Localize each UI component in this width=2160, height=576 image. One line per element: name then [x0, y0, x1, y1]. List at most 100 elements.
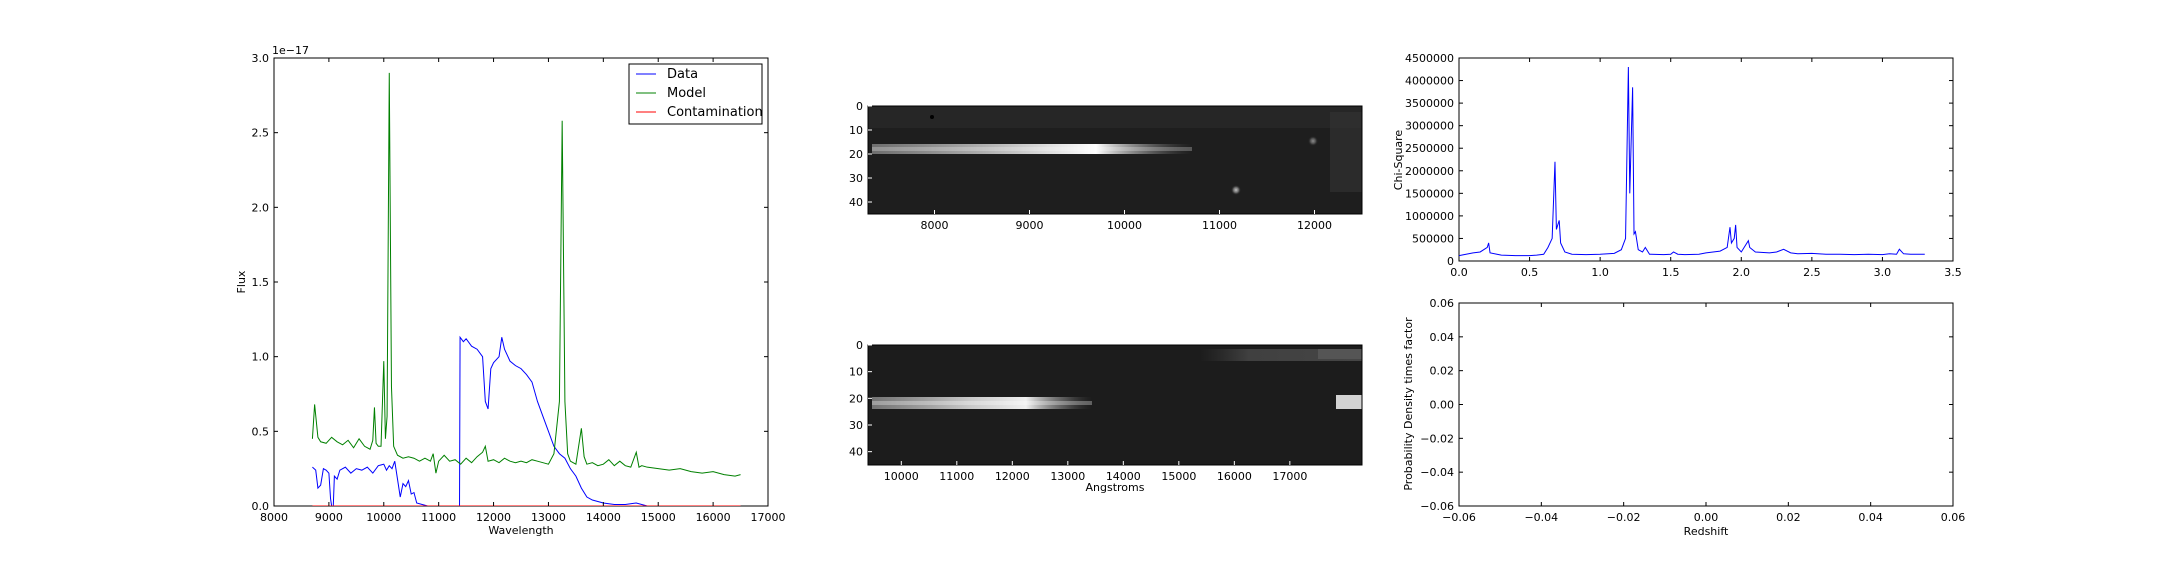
probability-density-plot-ytick-label: 0.06 [1430, 297, 1455, 310]
spectrum-image-bottom-xtick-label: 14000 [1106, 470, 1141, 483]
chi-square-plot-xtick-label: 2.0 [1733, 266, 1751, 279]
chi-square-plot-xtick-label: 3.0 [1874, 266, 1892, 279]
spectrum-image-top-trace [872, 144, 1192, 154]
spectrum-image-bottom-xtick-label: 10000 [884, 470, 919, 483]
spectrum-plot-xtick-label: 16000 [696, 511, 731, 524]
chi-square-plot-xtick-label: 2.5 [1803, 266, 1821, 279]
spectrum-plot-xtick-label: 8000 [260, 511, 288, 524]
chi-square-plot-xtick-label: 1.5 [1662, 266, 1680, 279]
spectrum-image-top-source [1308, 136, 1318, 146]
spectrum-plot-xtick-label: 17000 [751, 511, 786, 524]
spectrum-image-top-ytick-label: 40 [849, 196, 863, 209]
chi-square-plot-axes: 0.0 0.5 1.0 1.5 2.0 2.5 3.0 3.5 0 500000 1000000 15… [1405, 52, 1962, 279]
spectrum-image-top-edge [1330, 112, 1362, 192]
spectrum-plot-series-data [312, 335, 741, 506]
spectrum-plot-offset-text: 1e−17 [272, 44, 309, 57]
spectrum-plot-ytick-label: 1.5 [252, 276, 270, 289]
chi-square-plot-ylabel: Chi-Square [1392, 130, 1405, 191]
spectrum-image-top-ytick-label: 10 [849, 124, 863, 137]
legend-label-contamination: Contamination [667, 105, 763, 120]
spectrum-image-bottom-ytick-label: 0 [856, 339, 863, 352]
spectrum-image-top-xtick-label: 8000 [921, 219, 949, 232]
spectrum-plot-ytick-label: 3.0 [252, 52, 270, 65]
spectrum-image-bottom-frame [867, 344, 1363, 466]
spectrum-plot-legend: Data Model Contamination [628, 63, 763, 125]
spectrum-image-top-axes: 8000 9000 10000 11000 12000 0 10 20 30 40 [849, 100, 1332, 232]
chi-square-plot: 0.0 0.5 1.0 1.5 2.0 2.5 3.0 3.5 0 500000 1000000 15… [1392, 52, 1962, 279]
spectrum-image-bottom-xtick-label: 11000 [939, 470, 974, 483]
spectrum-image-bottom-xtick-label: 12000 [995, 470, 1030, 483]
chi-square-plot-xtick-label: 3.5 [1944, 266, 1962, 279]
legend-label-model: Model [667, 86, 706, 101]
spectrum-plot-series-model [311, 72, 741, 477]
spectrum-image-bottom-xtick-label: 13000 [1050, 470, 1085, 483]
probability-density-plot-ylabel: Probability Density times factor [1402, 317, 1415, 491]
spectrum-image-top-ytick-label: 20 [849, 148, 863, 161]
probability-density-plot-xtick-label: 0.02 [1776, 511, 1801, 524]
spectrum-image-bottom-ytick-label: 20 [849, 392, 863, 405]
legend-label-data: Data [667, 67, 698, 82]
spectrum-plot-ytick-label: 2.0 [252, 201, 270, 214]
probability-density-plot-xtick-label: −0.04 [1524, 511, 1558, 524]
chi-square-plot-ytick-label: 2500000 [1405, 142, 1454, 155]
spectrum-plot-ytick-label: 1.0 [252, 351, 270, 364]
probability-density-plot-xlabel: Redshift [1684, 525, 1729, 538]
spectrum-image-bottom-xtick-label: 17000 [1272, 470, 1307, 483]
chi-square-plot-xtick-label: 0.0 [1450, 266, 1468, 279]
spectrum-image-top-ytick-label: 30 [849, 172, 863, 185]
probability-density-plot-ytick-label: 0.02 [1430, 365, 1455, 378]
spectrum-image-bottom-contaminant-end [1318, 349, 1362, 359]
probability-density-plot-axes: −0.06 −0.04 −0.02 0.00 0.02 0.04 0.06 −0.06 −0.0… [1420, 297, 1965, 524]
probability-density-plot-ytick-label: −0.04 [1420, 466, 1454, 479]
spectrum-image-bottom-trace [872, 397, 1092, 409]
spectrum-plot-xtick-label: 14000 [586, 511, 621, 524]
probability-density-plot-ytick-label: −0.06 [1420, 500, 1454, 513]
spectrum-image-bottom-axes: 10000 11000 12000 13000 14000 15000 16000 17000… [849, 339, 1307, 483]
chi-square-plot-ytick-label: 3500000 [1405, 97, 1454, 110]
spectrum-image-top: 8000 9000 10000 11000 12000 0 10 20 30 40 [849, 100, 1363, 232]
spectrum-image-top-band [868, 106, 1362, 128]
probability-density-plot-xtick-label: 0.06 [1941, 511, 1966, 524]
spectrum-image-bottom: 10000 11000 12000 13000 14000 15000 16000 17000… [849, 339, 1363, 494]
spectrum-image-bottom-trace-core [872, 401, 1092, 405]
probability-density-plot-xtick-label: 0.04 [1858, 511, 1883, 524]
chi-square-plot-ytick-label: 2000000 [1405, 165, 1454, 178]
chi-square-plot-ytick-label: 4500000 [1405, 52, 1454, 65]
probability-density-plot-ytick-label: 0.00 [1430, 399, 1455, 412]
spectrum-plot-xtick-label: 10000 [366, 511, 401, 524]
spectrum-plot-ytick-label: 0.0 [252, 500, 270, 513]
probability-density-plot-xtick-label: −0.06 [1442, 511, 1476, 524]
spectrum-image-top-trace-core [872, 147, 1192, 151]
spectrum-plot-xtick-label: 11000 [421, 511, 456, 524]
probability-density-plot-frame [1458, 302, 1954, 507]
spectrum-image-bottom-ytick-label: 10 [849, 366, 863, 379]
spectrum-plot-axes: 8000 9000 10000 11000 12000 13000 14000 15000 16… [252, 52, 786, 524]
spectrum-image-top-bad-pixel [930, 115, 934, 119]
probability-density-plot-ytick-label: 0.04 [1430, 331, 1455, 344]
chi-square-plot-ytick-label: 500000 [1412, 232, 1454, 245]
chi-square-plot-ytick-label: 1500000 [1405, 187, 1454, 200]
spectrum-image-bottom-ytick-label: 40 [849, 446, 863, 459]
spectrum-plot-xtick-label: 12000 [476, 511, 511, 524]
chi-square-plot-ytick-label: 0 [1447, 255, 1454, 268]
chi-square-plot-frame [1458, 57, 1954, 262]
spectrum-image-bottom-ytick-label: 30 [849, 419, 863, 432]
probability-density-plot-ytick-label: −0.02 [1420, 432, 1454, 445]
spectrum-plot-ytick-label: 0.5 [252, 425, 270, 438]
probability-density-plot-xtick-label: 0.00 [1694, 511, 1719, 524]
spectrum-image-bottom-xlabel: Angstroms [1086, 481, 1145, 494]
spectrum-plot-ytick-label: 2.5 [252, 127, 270, 140]
spectrum-image-top-source [1231, 185, 1241, 195]
spectrum-plot-xlabel: Wavelength [488, 524, 553, 537]
chi-square-plot-xtick-label: 0.5 [1521, 266, 1539, 279]
chi-square-plot-ytick-label: 1000000 [1405, 210, 1454, 223]
chi-square-plot-ytick-label: 3000000 [1405, 120, 1454, 133]
spectrum-plot-ylabel: Flux [235, 270, 248, 293]
spectrum-image-top-ytick-label: 0 [856, 100, 863, 113]
chi-square-plot-series-0 [1459, 67, 1925, 257]
chi-square-plot-series [1459, 67, 1925, 257]
spectrum-image-top-xtick-label: 12000 [1297, 219, 1332, 232]
spectrum-image-bottom-xtick-label: 15000 [1161, 470, 1196, 483]
spectrum-plot-series [311, 72, 741, 506]
